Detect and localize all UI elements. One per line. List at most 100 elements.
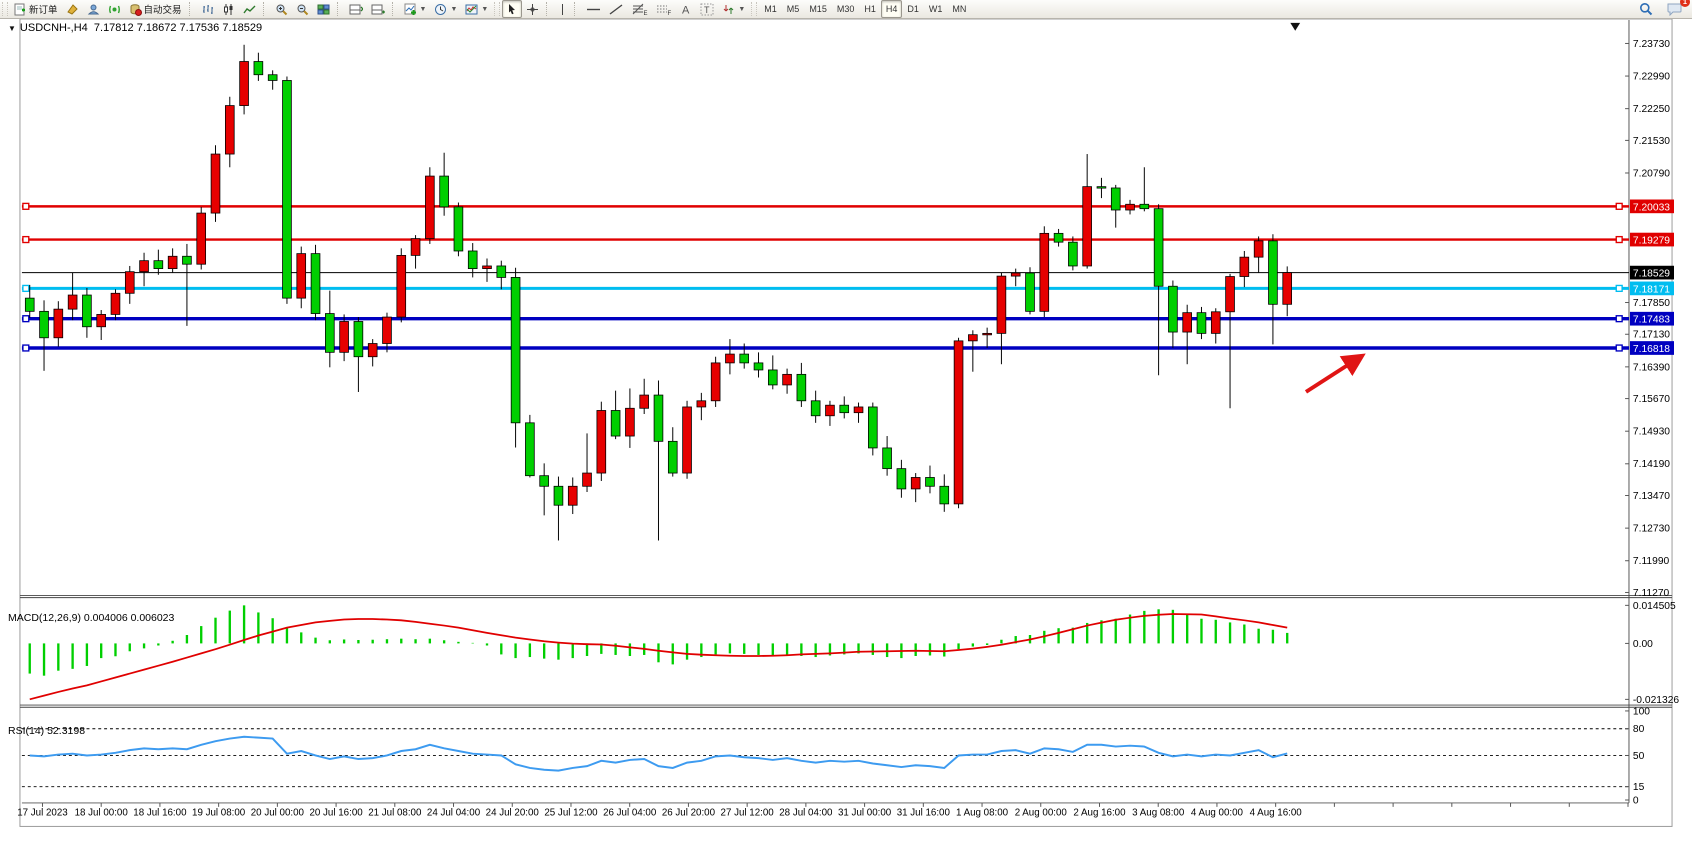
line-handle[interactable] [1615, 202, 1623, 210]
timeframe-m5-button[interactable]: M5 [786, 4, 800, 14]
candlestick [482, 265, 492, 269]
zoom-out-button[interactable] [292, 0, 313, 18]
line-handle[interactable] [1615, 284, 1623, 293]
notifications-button[interactable]: 1 [1663, 0, 1690, 18]
timeframe-m15-button[interactable]: M15 [809, 4, 827, 14]
symbol-dropdown-icon[interactable]: ▼ [8, 24, 16, 33]
candlestick [1210, 311, 1221, 334]
candlestick [953, 340, 964, 505]
line-chart-button[interactable] [239, 0, 260, 18]
candlestick [739, 353, 750, 364]
candlestick [1239, 256, 1250, 277]
indicator-window-remove-button[interactable] [367, 0, 389, 18]
rsi-scale-label: 80 [1633, 724, 1645, 735]
time-axis-label: 4 Aug 16:00 [1250, 808, 1303, 819]
time-axis-label: 26 Jul 20:00 [662, 808, 716, 819]
line-handle[interactable] [1615, 315, 1623, 323]
candlestick [825, 404, 835, 417]
time-axis-label: 18 Jul 16:00 [133, 808, 187, 819]
candlestick [1196, 312, 1207, 334]
fibo-fan-tool-button[interactable]: F [652, 0, 676, 18]
candlestick [1096, 186, 1107, 189]
candlestick [67, 294, 78, 310]
search-button[interactable] [1635, 0, 1657, 18]
toolbar-grip[interactable] [2, 2, 8, 16]
candlestick-chart-button[interactable] [218, 0, 239, 18]
autotrading-button[interactable]: 自动交易 [125, 0, 186, 18]
candlestick [267, 74, 278, 81]
candlestick [596, 410, 607, 474]
periods-dropdown[interactable]: ▼ [430, 0, 461, 18]
dropdown-arrow-icon: ▼ [738, 5, 746, 13]
toolbar-grip[interactable] [751, 2, 758, 16]
candlestick [996, 275, 1007, 334]
candlestick [1139, 203, 1150, 210]
timeframe-h1-button[interactable]: H1 [864, 4, 876, 14]
horizontal-line-tool-button[interactable] [582, 0, 605, 18]
timeframe-m30-button[interactable]: M30 [836, 4, 855, 14]
candlestick [625, 407, 635, 437]
candlestick [296, 253, 307, 299]
line-price-badge [1629, 341, 1674, 355]
add-indicator-dropdown[interactable]: ▼ [400, 0, 431, 18]
time-axis-label: 2 Aug 00:00 [1015, 808, 1068, 819]
trendline-tool-button[interactable] [605, 0, 628, 18]
tile-windows-button[interactable] [313, 0, 334, 18]
timeframe-w1-button[interactable]: W1 [928, 4, 943, 14]
templates-dropdown[interactable]: ▼ [461, 0, 492, 18]
zoom-in-button[interactable] [271, 0, 292, 18]
candlestick [139, 260, 149, 273]
line-handle[interactable] [1615, 235, 1623, 244]
dropdown-arrow-icon: ▼ [419, 5, 427, 13]
indicator-window-button[interactable] [345, 0, 367, 18]
price-tick-label: 7.11270 [1633, 588, 1670, 599]
candlestick [910, 477, 921, 490]
chart-canvas[interactable]: 7.23730 7.22990 7.22250 7.21530 7.20790 7.178… [0, 18, 1692, 846]
crosshair-tool-button[interactable] [522, 0, 543, 18]
trend-arrow-annotation[interactable] [1304, 353, 1366, 394]
timeframe-m1-button[interactable]: M1 [764, 4, 777, 14]
line-price-badge-text: 7.17483 [1633, 315, 1670, 326]
chart-shift-marker[interactable] [1290, 22, 1301, 31]
candlestick [696, 400, 707, 408]
timeframe-mn-button[interactable]: MN [952, 4, 967, 14]
candlestick [96, 314, 106, 328]
label-tool-button[interactable]: T [696, 0, 718, 18]
styler-icon [66, 3, 78, 15]
time-axis-label: 24 Jul 20:00 [486, 808, 540, 819]
svg-text:F: F [668, 11, 672, 16]
candlestick [968, 334, 978, 342]
line-handle[interactable] [22, 284, 30, 293]
styler-button[interactable] [62, 0, 83, 18]
signals-button[interactable] [104, 0, 125, 18]
line-price-badge [1629, 232, 1674, 247]
toolbar-grip[interactable] [494, 2, 501, 16]
cursor-tool-button[interactable] [502, 0, 523, 18]
autotrading-icon [130, 3, 142, 16]
bar-chart-button[interactable] [197, 0, 218, 18]
candlestick [796, 373, 807, 402]
candlestick [925, 477, 935, 487]
arrows-dropdown[interactable]: ▼ [718, 0, 749, 18]
candlestick [525, 422, 535, 477]
vertical-line-tool-button[interactable] [554, 0, 571, 18]
price-tick-label: 7.21530 [1633, 136, 1670, 147]
timeframe-h4-button[interactable]: H4 [880, 0, 903, 18]
line-handle[interactable] [22, 344, 30, 352]
new-order-button[interactable]: 新订单 [10, 0, 62, 18]
candlestick [496, 265, 507, 278]
text-tool-button[interactable]: A [676, 0, 696, 18]
trendline-icon [609, 3, 623, 15]
profile-button[interactable] [83, 0, 104, 18]
price-tick-label: 7.23730 [1633, 39, 1670, 50]
line-handle[interactable] [22, 315, 30, 323]
line-handle[interactable] [22, 235, 30, 244]
autotrading-label: 自动交易 [143, 5, 182, 16]
line-handle[interactable] [22, 202, 30, 210]
line-chart-icon [242, 5, 256, 13]
timeframe-d1-button[interactable]: D1 [907, 4, 919, 14]
time-axis-label: 18 Jul 00:00 [75, 808, 129, 819]
fibo-tool-button[interactable]: E [628, 0, 652, 18]
line-handle[interactable] [1615, 344, 1623, 352]
candlestick [453, 206, 464, 252]
